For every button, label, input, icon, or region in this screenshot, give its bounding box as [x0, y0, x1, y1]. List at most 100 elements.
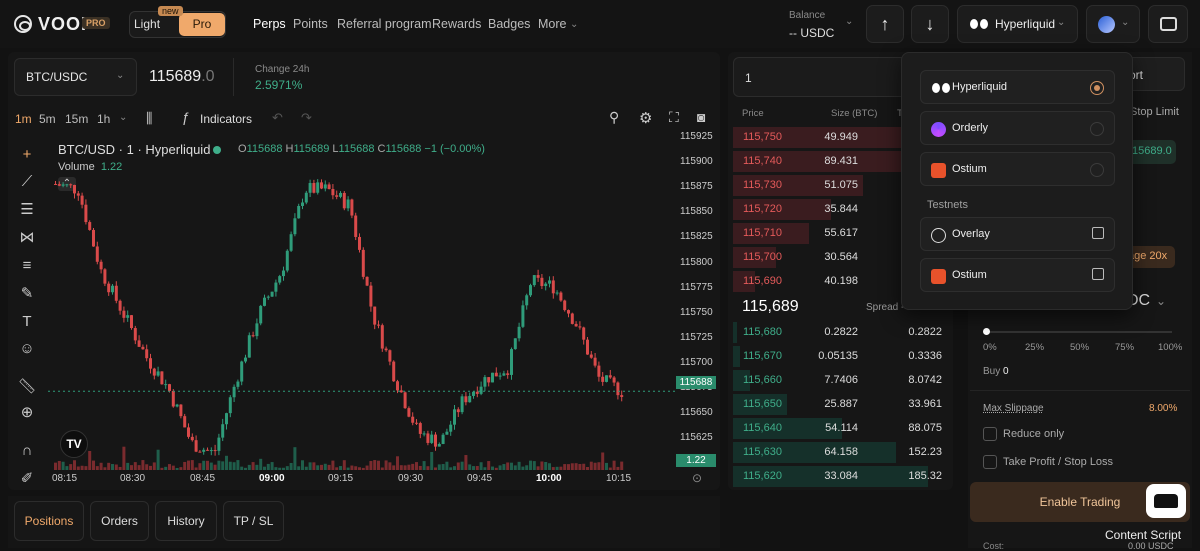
ask-row[interactable]: 115,720 35.844 — [733, 199, 950, 221]
volume-bar — [278, 467, 282, 470]
testnet-option-overlay[interactable]: Overlay — [920, 217, 1115, 251]
external-link-icon[interactable] — [1092, 268, 1104, 280]
external-link-icon[interactable] — [1092, 227, 1104, 239]
orderbook-size-input[interactable]: 1 — [733, 57, 913, 97]
volume-bar — [593, 462, 597, 470]
mode-pro-button[interactable]: Pro — [179, 13, 225, 36]
content-script-icon[interactable] — [1146, 484, 1186, 518]
volume-bar — [308, 462, 312, 470]
zoom-in-icon[interactable]: ⊕ — [20, 404, 34, 421]
size-slider-handle[interactable] — [983, 328, 990, 335]
slippage-value[interactable]: 8.00% — [1149, 403, 1178, 414]
nav-rewards[interactable]: Rewards — [432, 17, 482, 31]
settings-gear-icon[interactable]: ⚙ — [639, 110, 653, 127]
leverage-button[interactable]: age 20x — [1125, 246, 1175, 268]
network-option-ostium[interactable]: Ostium — [920, 152, 1115, 186]
network-option-orderly[interactable]: Orderly — [920, 111, 1115, 145]
reduce-only-checkbox[interactable] — [983, 427, 997, 441]
nav-more[interactable]: More — [538, 17, 567, 31]
more-chevron-icon[interactable]: ⌄ — [570, 19, 579, 30]
bid-row[interactable]: 115,670 0.05135 0.3336 — [733, 346, 950, 368]
undo-icon[interactable]: ↶ — [272, 110, 283, 125]
max-slippage-label[interactable]: Max Slippage — [983, 403, 1044, 414]
candle-body — [373, 306, 377, 325]
balance-chevron-icon[interactable]: ⌄ — [845, 16, 854, 27]
candle-body — [160, 371, 164, 385]
ruler-icon[interactable]: 📏︎ — [17, 378, 37, 395]
crosshair-icon[interactable]: + — [22, 146, 32, 163]
indicators-button[interactable]: Indicators — [200, 112, 253, 126]
bid-row[interactable]: 115,640 54.114 88.075 — [733, 418, 950, 440]
bid-row[interactable]: 115,680 0.2822 0.2822 — [733, 322, 950, 344]
tab-orders[interactable]: Orders — [90, 501, 149, 541]
ask-row[interactable]: 115,690 40.198 — [733, 271, 950, 293]
nav-badges[interactable]: Badges — [488, 17, 531, 31]
mode-light-button[interactable]: Light — [134, 17, 161, 31]
deposit-arrow-up-icon[interactable]: ↑ — [866, 5, 904, 43]
brush-icon[interactable]: ✎ — [20, 285, 34, 302]
zoom-search-icon[interactable]: ⚲ — [609, 109, 620, 125]
depth-bar — [733, 151, 929, 172]
pct-50[interactable]: 50% — [1070, 342, 1090, 353]
camera-icon[interactable]: ◙ — [697, 109, 706, 125]
candles-icon[interactable]: ⫼ — [146, 110, 153, 126]
pct-25[interactable]: 25% — [1025, 342, 1045, 353]
network-selector[interactable]: Hyperliquid ⌄ — [957, 5, 1078, 43]
volume-bar — [84, 466, 88, 470]
withdraw-arrow-down-icon[interactable]: ↓ — [911, 5, 949, 43]
timeframe-chevron-icon[interactable]: ⌄ — [119, 112, 128, 123]
tab-positions[interactable]: Positions — [14, 501, 84, 541]
radio-selected[interactable] — [1090, 81, 1104, 95]
asset-chevron-icon[interactable]: ⌄ — [1156, 294, 1167, 308]
pair-selector[interactable] — [14, 58, 137, 96]
pct-75[interactable]: 75% — [1115, 342, 1135, 353]
nav-perps[interactable]: Perps — [253, 17, 286, 31]
timeframe-15m[interactable]: 15m — [65, 112, 89, 126]
fib-icon[interactable]: ≡ — [22, 257, 32, 274]
bid-row[interactable]: 115,660 7.7406 8.0742 — [733, 370, 950, 392]
candlestick-chart[interactable] — [48, 130, 676, 470]
row-price: 115,650 — [743, 398, 782, 410]
candle-body — [130, 315, 133, 329]
volume-bar — [274, 467, 278, 470]
pattern-icon[interactable]: ⋈ — [19, 229, 35, 246]
fx-icon[interactable]: ƒ — [182, 109, 190, 125]
bid-row[interactable]: 115,650 25.887 33.961 — [733, 394, 950, 416]
emoji-icon[interactable]: ☺ — [19, 340, 35, 357]
nav-points[interactable]: Points — [293, 17, 328, 31]
text-tool-icon[interactable]: T — [22, 313, 32, 330]
lock-draw-icon[interactable]: ✐ — [20, 470, 34, 487]
chart-settings-icon[interactable]: ⊙ — [692, 471, 703, 485]
wallet-button[interactable] — [1148, 5, 1188, 43]
redo-icon[interactable]: ↷ — [301, 110, 312, 125]
timeframe-5m[interactable]: 5m — [39, 112, 56, 126]
timeframe-1m[interactable]: 1m — [15, 112, 32, 126]
stop-limit-tab[interactable]: Stop Limit — [1130, 106, 1179, 118]
candle-body — [354, 215, 358, 237]
network-option-hyperliquid[interactable]: Hyperliquid — [920, 70, 1115, 104]
tab-history[interactable]: History — [155, 501, 217, 541]
trendline-icon[interactable]: ⟋ — [21, 173, 33, 190]
size-slider-track[interactable] — [985, 331, 1172, 333]
candle-body — [308, 183, 312, 193]
magnet-icon[interactable]: ∩ — [21, 442, 33, 459]
radio-unselected[interactable] — [1090, 122, 1104, 136]
tab-tpsl[interactable]: TP / SL — [223, 501, 284, 541]
testnet-option-ostium[interactable]: Ostium — [920, 258, 1115, 292]
ask-row[interactable]: 115,730 51.075 — [733, 175, 950, 197]
pct-100[interactable]: 100% — [1158, 342, 1183, 353]
fullscreen-icon[interactable]: ⛶ — [669, 109, 679, 125]
timeframe-1h[interactable]: 1h — [97, 112, 111, 126]
horizontal-lines-icon[interactable]: ☰ — [20, 201, 34, 218]
bid-row[interactable]: 115,620 33.084 185.32 — [733, 466, 950, 488]
nav-referral[interactable]: Referral program — [337, 17, 432, 31]
ask-row[interactable]: 115,750 49.949 — [733, 127, 950, 149]
tpsl-checkbox[interactable] — [983, 455, 997, 469]
radio-unselected[interactable] — [1090, 163, 1104, 177]
ask-row[interactable]: 115,700 30.564 — [733, 247, 950, 269]
bid-row[interactable]: 115,630 64.158 152.23 — [733, 442, 950, 464]
pct-0[interactable]: 0% — [983, 342, 997, 353]
ask-row[interactable]: 115,740 89.431 — [733, 151, 950, 173]
account-selector[interactable]: ⌄ — [1086, 5, 1140, 43]
ask-row[interactable]: 115,710 55.617 — [733, 223, 950, 245]
